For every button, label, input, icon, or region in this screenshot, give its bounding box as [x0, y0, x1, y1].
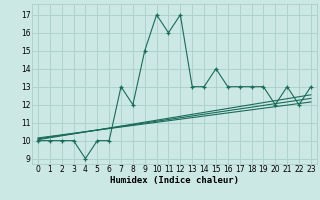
X-axis label: Humidex (Indice chaleur): Humidex (Indice chaleur): [110, 176, 239, 185]
